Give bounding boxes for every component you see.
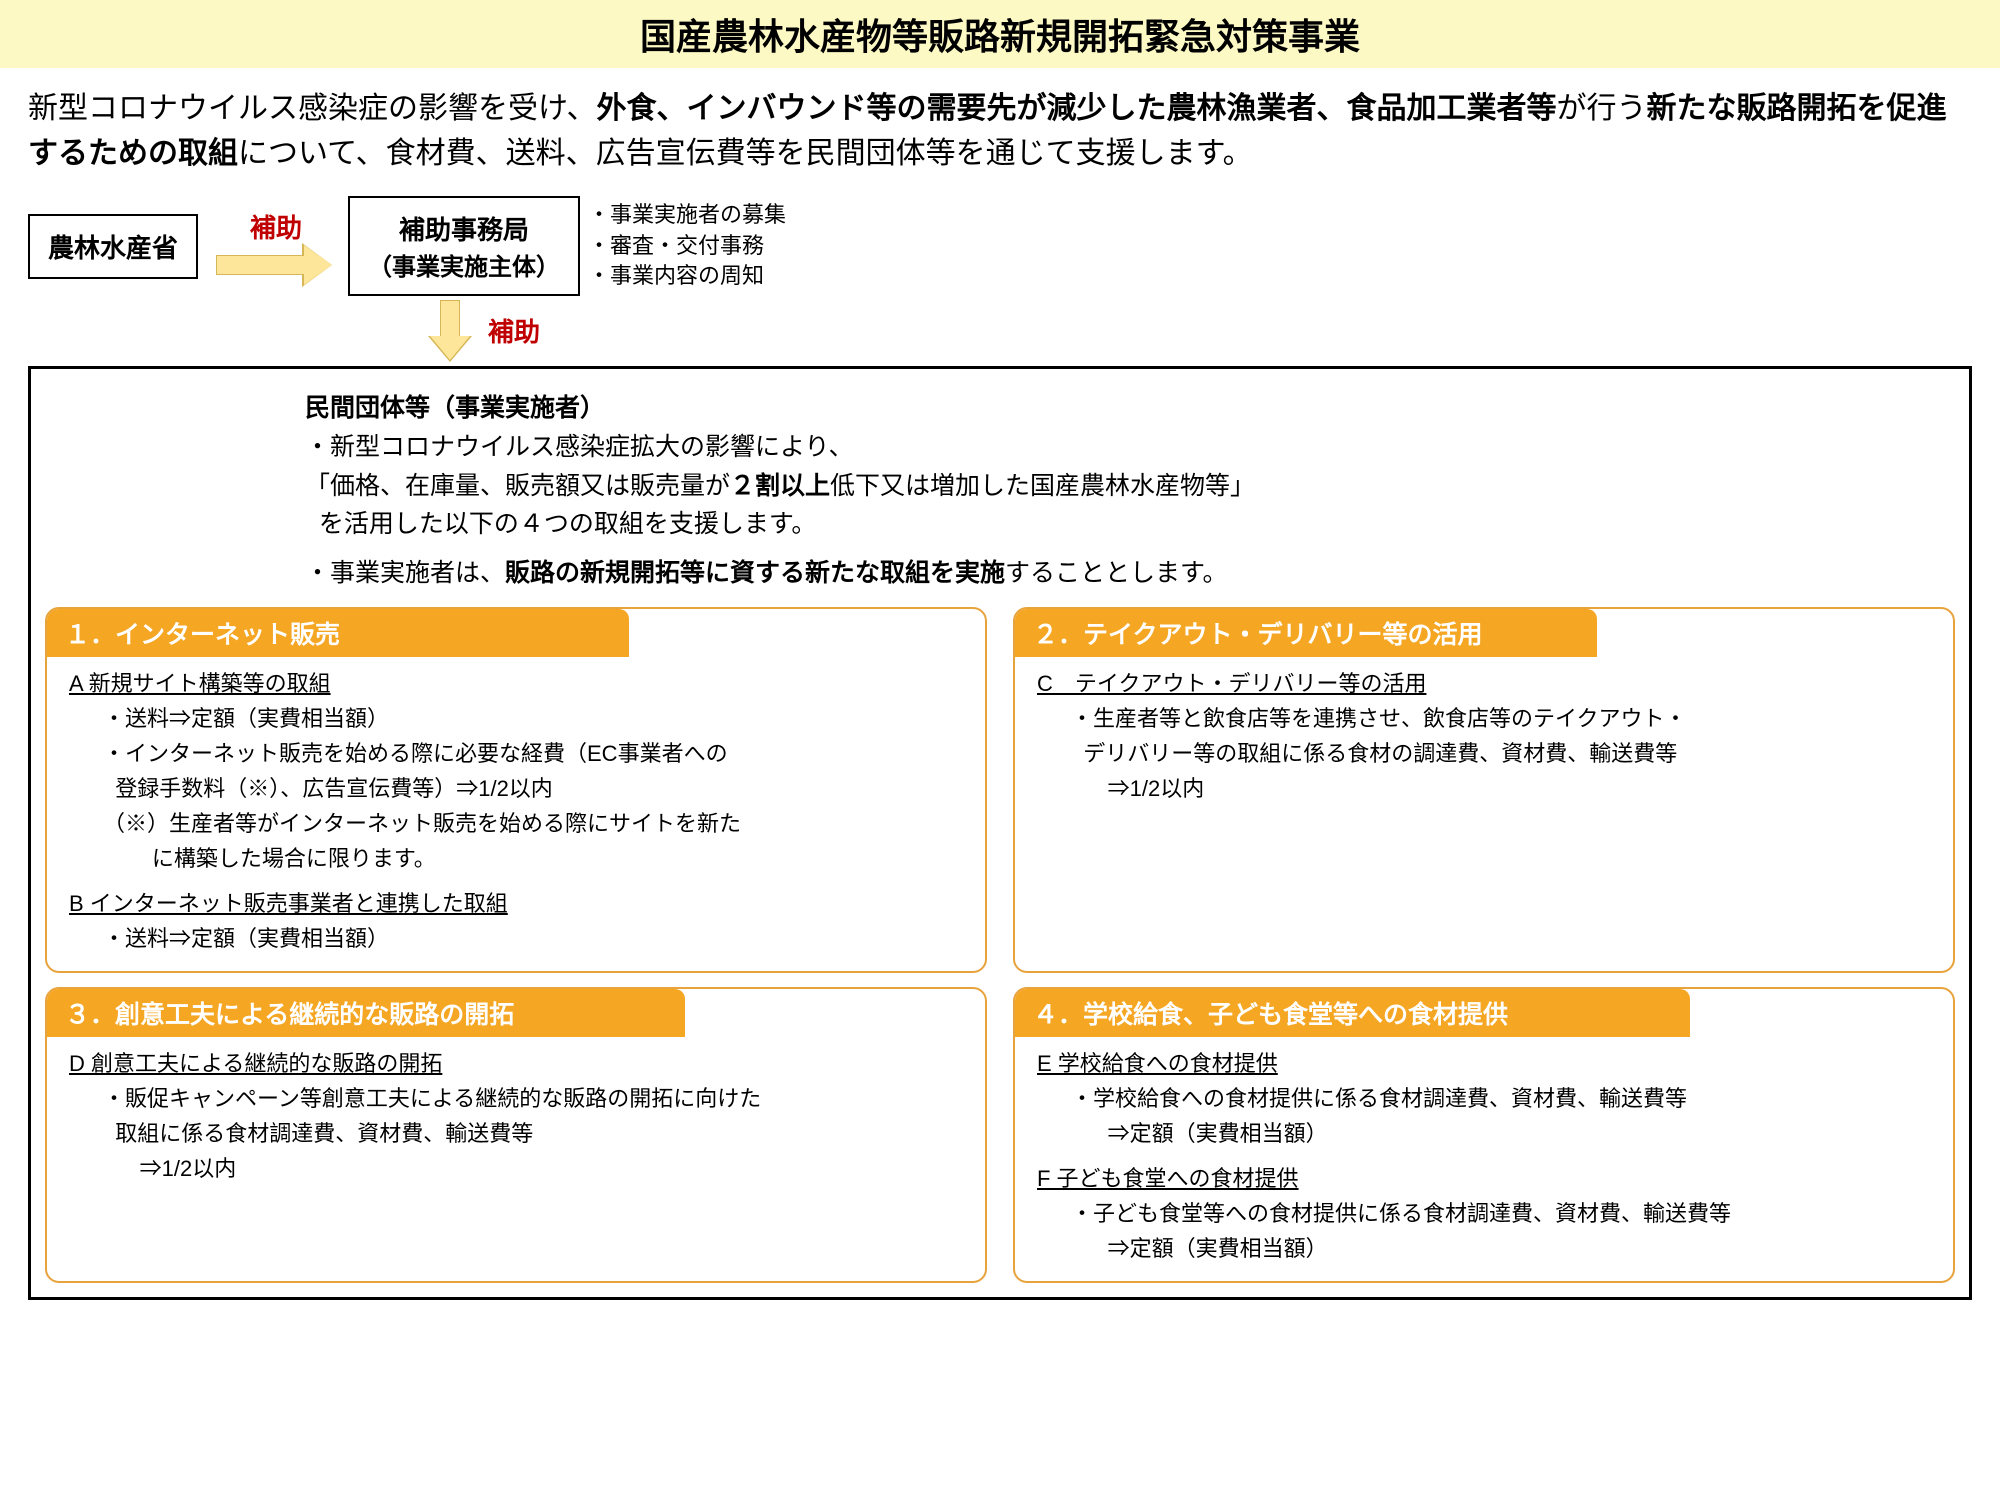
section-line: ・送料⇒定額（実費相当額） [69,922,963,955]
card-body: E 学校給食への食材提供 ・学校給食への食材提供に係る食材調達費、資材費、輸送費… [1015,1037,1953,1281]
panel-line-1b-bold: ２割以上 [730,472,830,500]
section-line: ・インターネット販売を始める際に必要な経費（EC事業者への [69,737,963,770]
org-office-line1: 補助事務局 [399,215,529,245]
section-line: ⇒1/2以内 [1037,772,1931,805]
title-bar: 国産農林水産物等販路新規開拓緊急対策事業 [0,0,2000,68]
arrow-right-icon [216,245,336,285]
intro-paragraph: 新型コロナウイルス感染症の影響を受け、外食、インバウンド等の需要先が減少した農林… [0,86,2000,176]
section-title: B インターネット販売事業者と連携した取組 [69,887,963,920]
section-title: D 創意工夫による継続的な販路の開拓 [69,1047,963,1080]
page-title: 国産農林水産物等販路新規開拓緊急対策事業 [0,8,2000,60]
org-office-box: 補助事務局 （事業実施主体） [348,196,580,296]
flow-diagram: 農林水産省 補助 補助事務局 （事業実施主体） ・事業実施者の募集 ・審査・交付… [0,196,2000,296]
card-head: ４．学校給食、子ども食堂等への食材提供 [1015,989,1690,1037]
section-title: A 新規サイト構築等の取組 [69,667,963,700]
intro-text-1: 新型コロナウイルス感染症の影響を受け、 [28,92,597,125]
intro-bold-1: 外食、インバウンド等の需要先が減少した農林漁業者、食品加工業者等 [597,92,1557,125]
section-line: ・送料⇒定額（実費相当額） [69,702,963,735]
panel-line-1b-pre: 「価格、在庫量、販売額又は販売量が [305,472,730,500]
card-head: １．インターネット販売 [47,609,629,657]
office-duty: ・事業内容の周知 [588,261,786,292]
office-duty: ・審査・交付事務 [588,231,786,262]
arrow-right-wrap: 補助 [216,208,336,285]
office-duties-list: ・事業実施者の募集 ・審査・交付事務 ・事業内容の周知 [580,200,786,292]
card-body: C テイクアウト・デリバリー等の活用 ・生産者等と飲食店等を連携させ、飲食店等の… [1015,657,1953,821]
section-line: ・子ども食堂等への食材提供に係る食材調達費、資材費、輸送費等 [1037,1197,1931,1230]
card-creative-sales: ３．創意工夫による継続的な販路の開拓 D 創意工夫による継続的な販路の開拓 ・販… [45,987,987,1283]
card-body: A 新規サイト構築等の取組 ・送料⇒定額（実費相当額） ・インターネット販売を始… [47,657,985,971]
card-body: D 創意工夫による継続的な販路の開拓 ・販促キャンペーン等創意工夫による継続的な… [47,1037,985,1201]
panel-line-2: ・事業実施者は、販路の新規開拓等に資する新たな取組を実施することとします。 [305,554,1955,593]
panel-line-2-post: することとします。 [1005,559,1228,587]
panel-line-1a: ・新型コロナウイルス感染症拡大の影響により、 [305,428,1955,467]
arrow-label-2: 補助 [488,312,540,349]
org-ministry-box: 農林水産省 [28,214,198,279]
section-line: 取組に係る食材調達費、資材費、輸送費等 [69,1117,963,1150]
intro-text-2: が行う [1557,92,1647,125]
panel-line-1c: を活用した以下の４つの取組を支援します。 [305,505,1955,544]
section-line: 登録手数料（※）、広告宣伝費等）⇒1/2以内 [69,772,963,805]
section-line: ⇒1/2以内 [69,1152,963,1185]
cards-grid: １．インターネット販売 A 新規サイト構築等の取組 ・送料⇒定額（実費相当額） … [45,607,1955,1283]
arrow-down-icon [430,300,470,360]
panel-intro: 民間団体等（事業実施者） ・新型コロナウイルス感染症拡大の影響により、 「価格、… [45,389,1955,593]
section-line: ・学校給食への食材提供に係る食材調達費、資材費、輸送費等 [1037,1082,1931,1115]
card-head: ２．テイクアウト・デリバリー等の活用 [1015,609,1597,657]
office-duty: ・事業実施者の募集 [588,200,786,231]
section-title: F 子ども食堂への食材提供 [1037,1162,1931,1195]
arrow-down-wrap: 補助 [430,300,2000,360]
main-panel: 民間団体等（事業実施者） ・新型コロナウイルス感染症拡大の影響により、 「価格、… [28,366,1972,1300]
section-line: ⇒定額（実費相当額） [1037,1232,1931,1265]
card-internet-sales: １．インターネット販売 A 新規サイト構築等の取組 ・送料⇒定額（実費相当額） … [45,607,987,973]
section-line: に構築した場合に限ります。 [69,842,963,875]
card-takeout-delivery: ２．テイクアウト・デリバリー等の活用 C テイクアウト・デリバリー等の活用 ・生… [1013,607,1955,973]
panel-line-2-pre: ・事業実施者は、 [305,559,505,587]
card-school-meals: ４．学校給食、子ども食堂等への食材提供 E 学校給食への食材提供 ・学校給食への… [1013,987,1955,1283]
section-line: ・販促キャンペーン等創意工夫による継続的な販路の開拓に向けた [69,1082,963,1115]
section-title: E 学校給食への食材提供 [1037,1047,1931,1080]
arrow-label-1: 補助 [250,208,302,245]
panel-heading: 民間団体等（事業実施者） [305,389,1955,428]
intro-text-3: について、食材費、送料、広告宣伝費等を民間団体等を通じて支援します。 [238,137,1253,170]
section-line: デリバリー等の取組に係る食材の調達費、資材費、輸送費等 [1037,737,1931,770]
panel-line-1b-post: 低下又は増加した国産農林水産物等」 [830,472,1255,500]
org-office-line2: （事業実施主体） [368,247,560,282]
card-head: ３．創意工夫による継続的な販路の開拓 [47,989,685,1037]
panel-line-1b: 「価格、在庫量、販売額又は販売量が２割以上低下又は増加した国産農林水産物等」 [305,467,1955,506]
section-line: （※）生産者等がインターネット販売を始める際にサイトを新た [69,807,963,840]
panel-line-2-bold: 販路の新規開拓等に資する新たな取組を実施 [505,559,1005,587]
section-line: ・生産者等と飲食店等を連携させ、飲食店等のテイクアウト・ [1037,702,1931,735]
section-title: C テイクアウト・デリバリー等の活用 [1037,667,1931,700]
section-line: ⇒定額（実費相当額） [1037,1117,1931,1150]
